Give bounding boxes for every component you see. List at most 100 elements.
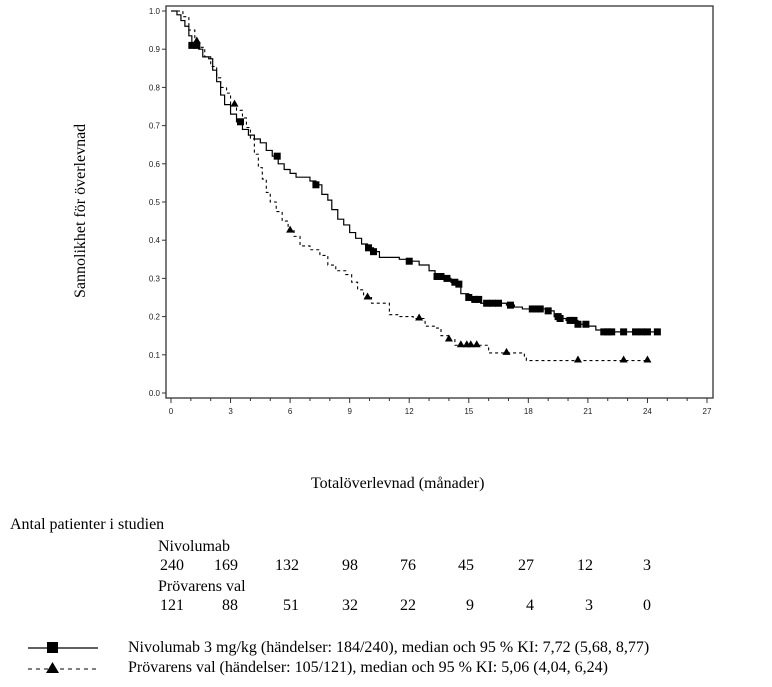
legend-dashed-triangle-icon bbox=[28, 662, 98, 673]
censor-mark-square bbox=[489, 299, 497, 307]
x-tick-label: 24 bbox=[643, 407, 652, 416]
at-risk-count: 88 bbox=[222, 597, 238, 614]
at-risk-count: 0 bbox=[643, 597, 651, 614]
y-tick-label: 0.4 bbox=[149, 236, 161, 245]
y-tick-label: 0.8 bbox=[149, 83, 161, 92]
x-tick-label: 18 bbox=[524, 407, 533, 416]
at-risk-group-investigator: Prövarens val bbox=[158, 578, 246, 595]
censor-mark-triangle bbox=[456, 340, 465, 348]
censor-mark-square bbox=[455, 280, 463, 288]
y-tick-label: 0.7 bbox=[149, 122, 161, 131]
x-tick-label: 6 bbox=[288, 407, 293, 416]
censor-mark-square bbox=[608, 328, 616, 336]
y-tick-label: 0.0 bbox=[149, 389, 161, 398]
censor-mark-square bbox=[443, 274, 451, 282]
censor-mark-triangle bbox=[466, 340, 475, 348]
censor-mark-triangle bbox=[619, 355, 628, 363]
x-tick-label: 15 bbox=[464, 407, 473, 416]
censor-mark-square bbox=[506, 301, 514, 309]
censor-mark-square bbox=[566, 316, 574, 324]
censor-mark-square bbox=[365, 244, 373, 252]
censor-mark-square bbox=[643, 328, 651, 336]
at-risk-count: 3 bbox=[585, 597, 593, 614]
y-tick-label: 0.2 bbox=[149, 313, 161, 322]
at-risk-count: 51 bbox=[283, 597, 299, 614]
at-risk-count: 9 bbox=[466, 597, 474, 614]
censor-mark-square bbox=[465, 294, 473, 301]
y-tick-label: 0.9 bbox=[149, 45, 161, 54]
censor-mark-square bbox=[544, 307, 552, 315]
at-risk-count: 240 bbox=[160, 557, 184, 574]
censor-mark-square bbox=[574, 320, 582, 328]
censor-mark-triangle bbox=[444, 334, 453, 342]
censor-mark-triangle bbox=[415, 313, 424, 321]
censor-mark-square bbox=[528, 305, 536, 313]
censor-mark-square bbox=[637, 328, 645, 336]
at-risk-count: 4 bbox=[526, 597, 534, 614]
censor-mark-square bbox=[437, 272, 445, 280]
y-tick-label: 0.3 bbox=[149, 274, 161, 283]
y-tick-label: 1.0 bbox=[149, 7, 161, 16]
censor-mark-triangle bbox=[192, 36, 201, 44]
censor-mark-square bbox=[495, 299, 503, 307]
censor-mark-triangle bbox=[363, 292, 372, 300]
censor-mark-triangle bbox=[230, 99, 239, 107]
censor-mark-square bbox=[236, 118, 244, 126]
investigator-curve bbox=[171, 10, 648, 362]
at-risk-count: 32 bbox=[342, 597, 358, 614]
censor-mark-square bbox=[188, 41, 196, 49]
censor-mark-square bbox=[604, 328, 612, 336]
censor-mark-triangle bbox=[472, 340, 481, 348]
censor-mark-square bbox=[193, 41, 201, 49]
x-tick-label: 9 bbox=[347, 407, 352, 416]
at-risk-count: 76 bbox=[400, 557, 416, 574]
legend-text: Nivolumab 3 mg/kg (händelser: 184/240), … bbox=[128, 639, 650, 656]
x-tick-label: 12 bbox=[405, 407, 414, 416]
censor-mark-square bbox=[471, 295, 479, 303]
y-tick-label: 0.1 bbox=[149, 351, 161, 360]
censor-mark-triangle bbox=[502, 347, 511, 355]
censor-mark-triangle bbox=[286, 225, 295, 233]
axes: 0 3 6 9 12 15 18 21 24 27 0.0 0.1 0.2 0.3 0.4 0.5 0.6 0.7… bbox=[149, 5, 714, 416]
censor-mark-square bbox=[632, 328, 640, 336]
censor-mark-triangle bbox=[643, 355, 652, 363]
at-risk-count: 98 bbox=[342, 557, 358, 574]
x-tick-label: 27 bbox=[703, 407, 712, 416]
censor-mark-square bbox=[653, 328, 661, 336]
x-tick-label: 3 bbox=[228, 407, 233, 416]
censor-mark-square bbox=[536, 305, 544, 313]
censor-mark-square bbox=[556, 315, 564, 323]
at-risk-count: 27 bbox=[518, 557, 534, 574]
censor-mark-square bbox=[273, 152, 281, 160]
x-tick-label: 21 bbox=[583, 407, 592, 416]
y-tick-label: 0.5 bbox=[149, 198, 161, 207]
at-risk-count: 132 bbox=[275, 557, 299, 574]
at-risk-count: 45 bbox=[458, 557, 474, 574]
censor-mark-square bbox=[369, 248, 377, 256]
censor-mark-square bbox=[405, 257, 413, 265]
at-risk-count: 22 bbox=[400, 597, 416, 614]
censor-mark-square bbox=[570, 316, 578, 324]
censor-mark-square bbox=[582, 320, 590, 328]
y-axis-label: Sannolikhet för överlevnad bbox=[72, 123, 89, 298]
legend-text: Prövarens val (händelser: 105/121), medi… bbox=[128, 659, 608, 676]
at-risk-count: 12 bbox=[577, 557, 593, 574]
nivolumab-curve bbox=[171, 10, 658, 333]
censor-mark-square bbox=[475, 295, 483, 303]
at-risk-title: Antal patienter i studien bbox=[10, 516, 165, 533]
censor-mark-triangle bbox=[573, 355, 582, 363]
censor-mark-square bbox=[532, 305, 540, 313]
at-risk-count: 121 bbox=[160, 597, 184, 614]
x-tick-label: 0 bbox=[169, 407, 174, 416]
legend-solid-square-icon bbox=[28, 642, 98, 653]
at-risk-count: 3 bbox=[643, 557, 651, 574]
censor-mark-square bbox=[600, 328, 608, 336]
at-risk-group-nivolumab: Nivolumab bbox=[158, 538, 230, 555]
plot-frame bbox=[165, 5, 714, 399]
censor-mark-square bbox=[433, 272, 441, 280]
censor-mark-square bbox=[483, 299, 491, 307]
censor-mark-square bbox=[620, 328, 628, 336]
y-tick-label: 0.6 bbox=[149, 160, 161, 169]
km-chart: 0 3 6 9 12 15 18 21 24 27 0.0 0.1 0.2 0.3 0.4 0.5 0.6 0.7… bbox=[149, 5, 714, 416]
at-risk-count: 169 bbox=[214, 557, 238, 574]
